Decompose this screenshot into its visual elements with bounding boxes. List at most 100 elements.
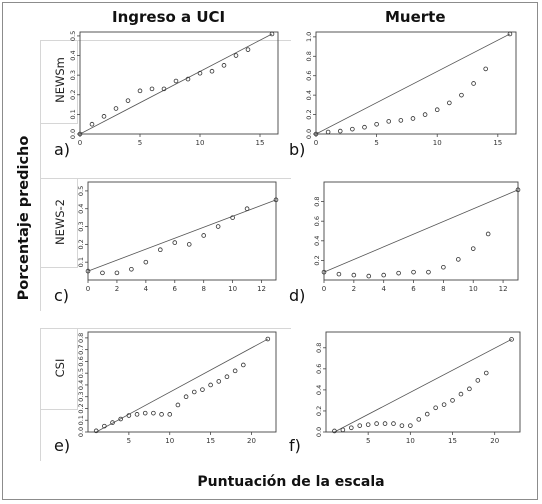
data-point <box>470 246 476 251</box>
data-point <box>483 66 488 72</box>
data-point <box>485 231 491 237</box>
chart-panel-e: 0.0 0.1 0.20.3 0.4 0.5 0.6 0.70.8 5 10 15 20 <box>77 331 277 445</box>
data-point <box>337 128 343 134</box>
row-label-csi: CSI <box>53 358 67 378</box>
data-point <box>325 129 331 135</box>
row-label-box-newsm <box>40 40 78 124</box>
data-point <box>357 423 363 428</box>
y-tick-label: 0.4 <box>77 380 85 390</box>
chart-panel-c: 0.1 0.2 0.3 0.4 0.5 0 2 4 6 8 10 12 <box>77 181 279 293</box>
x-tick-label: 6 <box>173 285 178 293</box>
x-tick-label: 15 <box>206 437 215 445</box>
reference-line <box>315 33 511 135</box>
x-tick-label: 2 <box>115 285 119 293</box>
x-tick-label: 15 <box>256 139 265 147</box>
x-tick-label: 12 <box>499 285 508 293</box>
data-point <box>186 242 192 247</box>
data-point <box>441 264 446 270</box>
y-tick-label: 0.2 <box>313 255 321 265</box>
data-point <box>197 70 203 76</box>
data-point <box>215 224 221 229</box>
panel-letter-d: d) <box>289 286 306 305</box>
data-point <box>340 427 346 433</box>
data-point <box>408 423 413 428</box>
row-label-box-news2 <box>40 178 78 268</box>
reference-line <box>95 338 269 433</box>
data-point <box>416 417 422 422</box>
data-point <box>125 98 131 103</box>
data-point <box>265 336 271 342</box>
data-point <box>332 428 337 434</box>
data-point <box>230 215 235 220</box>
data-point <box>175 402 181 408</box>
plot-frame <box>87 181 277 281</box>
x-tick-label: 5 <box>366 437 370 445</box>
data-point <box>507 31 513 37</box>
data-point <box>89 121 95 127</box>
chart-panel-a: 0.0 0.1 0.2 0.3 0.4 0.5 0 5 10 15 <box>69 31 279 147</box>
y-tick-label: 0.4 <box>315 385 323 395</box>
data-point <box>362 124 367 130</box>
chart-panel-d: 0.2 0.4 0.6 0.8 0 2 4 6 8 10 12 <box>313 181 521 293</box>
data-point <box>450 398 455 403</box>
plot-frame <box>325 331 521 433</box>
y-tick-label: 0.5 <box>69 31 77 41</box>
data-point <box>349 425 354 431</box>
y-tick-label: 0.8 <box>315 343 323 353</box>
data-point <box>142 410 148 416</box>
data-point <box>365 422 371 427</box>
data-point <box>126 413 132 418</box>
panel-letter-c: c) <box>54 286 70 305</box>
data-point <box>85 268 91 274</box>
data-point <box>216 379 222 384</box>
x-tick-label: 15 <box>493 139 502 147</box>
data-point <box>137 88 143 94</box>
data-point <box>374 421 379 426</box>
x-tick-label: 10 <box>165 437 174 445</box>
y-tick-label: 0.2 <box>77 403 85 413</box>
y-tick-label: 0.0 <box>315 427 323 437</box>
data-point <box>134 412 140 417</box>
y-tick-label: 0.4 <box>69 50 77 60</box>
data-point <box>426 269 431 275</box>
reference-line <box>334 339 512 433</box>
panel-letter-f: f) <box>289 436 301 455</box>
data-point <box>366 273 372 279</box>
data-point <box>151 410 156 416</box>
data-point <box>269 31 275 37</box>
data-point <box>399 423 405 428</box>
y-tick-label: 0.5 <box>77 186 85 196</box>
y-tick-label: 0.6 <box>77 356 85 366</box>
data-point <box>391 421 396 426</box>
x-tick-label: 20 <box>490 437 499 445</box>
data-point <box>398 118 404 123</box>
reference-line <box>87 199 277 272</box>
y-tick-label: 0.0 <box>69 129 77 139</box>
data-point <box>459 92 464 98</box>
row-label-box-csi <box>40 328 78 410</box>
y-tick-label: 0.6 <box>305 71 313 81</box>
x-tick-label: 5 <box>374 139 378 147</box>
y-tick-label: 0.3 <box>77 392 85 402</box>
data-point <box>424 411 430 417</box>
data-point <box>456 257 461 262</box>
x-tick-label: 8 <box>441 285 445 293</box>
x-tick-label: 10 <box>433 139 442 147</box>
column-header-icu: Ingreso a UCI <box>112 8 226 26</box>
y-tick-label: 0.4 <box>305 90 313 100</box>
data-point <box>233 53 239 58</box>
y-tick-label: 0.8 <box>77 333 85 343</box>
data-point <box>433 405 438 411</box>
x-tick-label: 0 <box>86 285 90 293</box>
figure-frame <box>2 2 538 500</box>
x-tick-label: 4 <box>144 285 149 293</box>
x-tick-label: 15 <box>448 437 457 445</box>
y-axis-title: Porcentaje predicho <box>16 135 32 301</box>
data-point <box>321 269 327 275</box>
data-point <box>224 374 230 380</box>
y-tick-label: 0.2 <box>77 239 85 249</box>
data-point <box>410 116 416 121</box>
data-point <box>471 81 476 86</box>
data-point <box>173 78 179 84</box>
data-point <box>201 233 206 238</box>
